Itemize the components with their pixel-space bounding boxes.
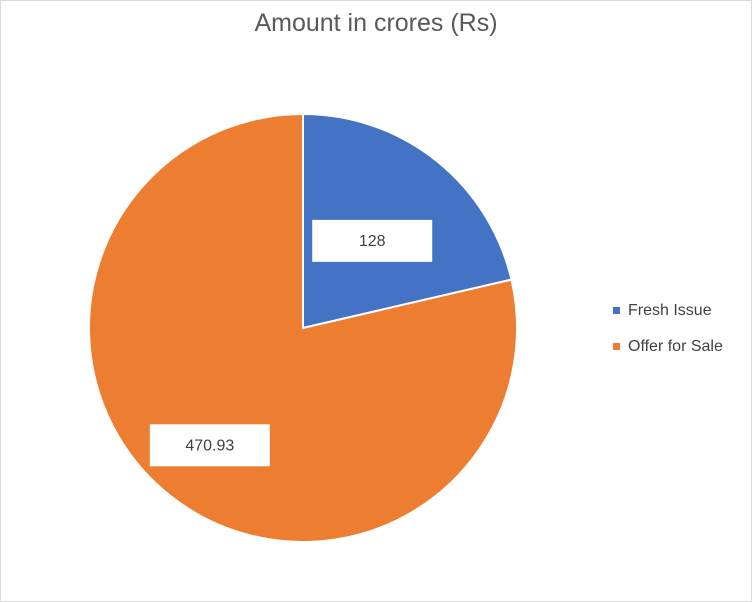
data-label-fresh-issue: 128: [312, 219, 433, 262]
data-label-text-fresh-issue: 128: [359, 233, 386, 250]
data-label-text-offer-for-sale: 470.93: [185, 437, 234, 454]
chart-title: Amount in crores (Rs): [254, 9, 498, 37]
data-label-box-fresh-issue: [312, 219, 433, 262]
legend-item-fresh-issue: Fresh Issue: [613, 300, 723, 321]
legend-label-fresh-issue: Fresh Issue: [628, 301, 712, 319]
legend-label-offer-for-sale: Offer for Sale: [628, 337, 723, 355]
data-label-box-offer-for-sale: [149, 424, 270, 467]
legend: Fresh Issue Offer for Sale: [613, 300, 723, 372]
legend-swatch-offer-for-sale: [613, 343, 620, 350]
legend-item-offer-for-sale: Offer for Sale: [613, 336, 723, 357]
legend-swatch-fresh-issue: [613, 307, 620, 314]
data-label-offer-for-sale: 470.93: [149, 424, 270, 467]
